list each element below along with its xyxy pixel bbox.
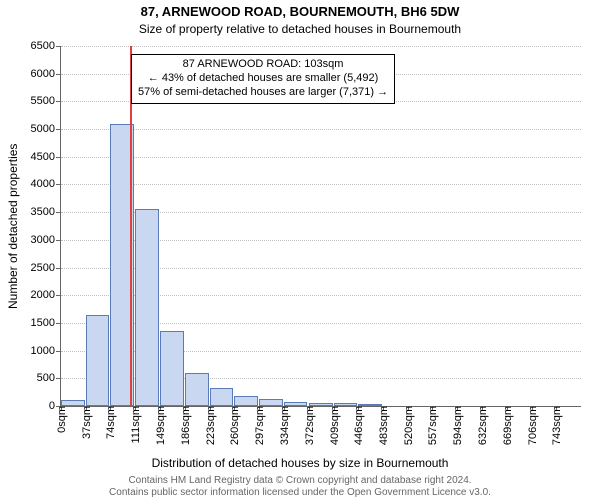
gridline	[61, 184, 581, 185]
x-tick-label: 743sqm	[549, 406, 563, 445]
x-tick-label: 0sqm	[54, 406, 68, 433]
x-tick-label: 483sqm	[376, 406, 390, 445]
x-tick-label: 632sqm	[475, 406, 489, 445]
histogram-bar	[135, 209, 159, 406]
histogram-bar	[234, 396, 258, 406]
y-tick-label: 500	[37, 372, 61, 384]
annotation-line1: 87 ARNEWOOD ROAD: 103sqm	[138, 58, 388, 72]
plot-area: 0500100015002000250030003500400045005000…	[60, 46, 581, 407]
x-tick-label: 149sqm	[153, 406, 167, 445]
x-tick-label: 111sqm	[128, 406, 142, 444]
y-tick-label: 5000	[31, 123, 61, 135]
histogram-bar	[86, 315, 110, 406]
x-tick-label: 706sqm	[525, 406, 539, 445]
footer-line1: Contains HM Land Registry data © Crown c…	[0, 475, 600, 487]
footer-line2: Contains public sector information licen…	[0, 487, 600, 499]
y-tick-label: 6500	[31, 40, 61, 52]
y-tick-label: 3000	[31, 234, 61, 246]
x-tick-label: 520sqm	[401, 406, 415, 445]
histogram-bar	[61, 400, 85, 406]
histogram-bar	[358, 404, 382, 406]
x-axis-label: Distribution of detached houses by size …	[0, 456, 600, 470]
x-tick-label: 409sqm	[327, 406, 341, 445]
histogram-bar	[284, 402, 308, 406]
histogram-bar	[185, 373, 209, 406]
y-tick-label: 6000	[31, 68, 61, 80]
gridline	[61, 46, 581, 47]
x-tick-label: 669sqm	[500, 406, 514, 445]
chart-root: 87, ARNEWOOD ROAD, BOURNEMOUTH, BH6 5DW …	[0, 0, 600, 500]
y-axis-label: Number of detached properties	[6, 143, 20, 308]
annotation-box: 87 ARNEWOOD ROAD: 103sqm ← 43% of detach…	[131, 54, 395, 103]
y-tick-label: 2500	[31, 262, 61, 274]
x-tick-label: 557sqm	[425, 406, 439, 445]
y-tick-label: 4500	[31, 151, 61, 163]
x-tick-label: 372sqm	[302, 406, 316, 445]
histogram-bar	[210, 388, 234, 406]
x-tick-label: 297sqm	[252, 406, 266, 445]
histogram-bar	[334, 403, 358, 406]
x-tick-label: 186sqm	[178, 406, 192, 445]
gridline	[61, 129, 581, 130]
y-tick-label: 3500	[31, 206, 61, 218]
title-line2: Size of property relative to detached ho…	[0, 22, 600, 36]
x-tick-label: 334sqm	[277, 406, 291, 445]
y-tick-label: 2000	[31, 289, 61, 301]
y-tick-label: 4000	[31, 178, 61, 190]
y-tick-label: 5500	[31, 95, 61, 107]
x-tick-label: 37sqm	[79, 406, 93, 439]
y-tick-label: 1500	[31, 317, 61, 329]
annotation-line2: ← 43% of detached houses are smaller (5,…	[138, 72, 388, 86]
x-tick-label: 223sqm	[203, 406, 217, 445]
annotation-line3: 57% of semi-detached houses are larger (…	[138, 86, 388, 100]
histogram-bar	[160, 331, 184, 406]
histogram-bar	[309, 403, 333, 406]
x-tick-label: 260sqm	[227, 406, 241, 445]
x-tick-label: 594sqm	[450, 406, 464, 445]
x-tick-label: 74sqm	[103, 406, 117, 439]
histogram-bar	[259, 399, 283, 406]
footer: Contains HM Land Registry data © Crown c…	[0, 475, 600, 498]
title-line1: 87, ARNEWOOD ROAD, BOURNEMOUTH, BH6 5DW	[0, 4, 600, 19]
y-tick-label: 1000	[31, 345, 61, 357]
x-tick-label: 446sqm	[351, 406, 365, 445]
gridline	[61, 157, 581, 158]
